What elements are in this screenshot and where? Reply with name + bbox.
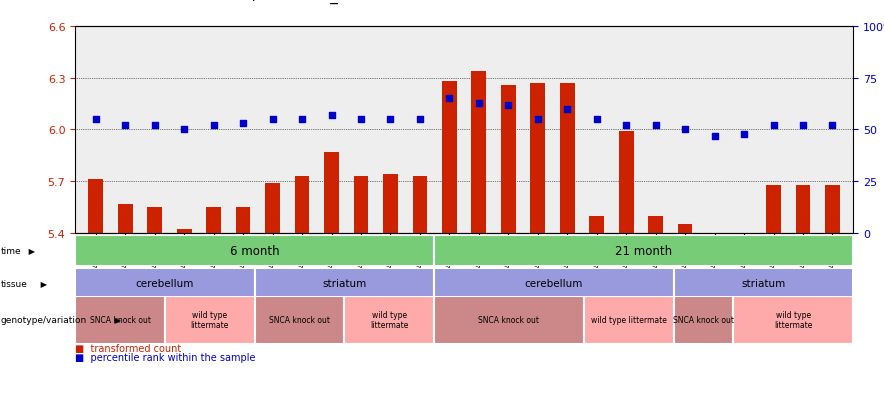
Bar (707, 233, 722, 268)
Text: SNCA knock out: SNCA knock out (89, 316, 150, 325)
Bar (434, 235, 853, 266)
Point (826, 123, 840, 129)
Point (737, 131, 751, 138)
Text: 6 month: 6 month (230, 244, 279, 257)
Text: ■  transformed count: ■ transformed count (75, 344, 181, 354)
Bar (583, 296, 674, 344)
Text: tissue: tissue (1, 279, 27, 288)
Point (442, 96, 456, 102)
Bar (674, 296, 734, 344)
Text: wild type
littermate: wild type littermate (191, 310, 229, 330)
Bar (165, 296, 255, 344)
Point (766, 123, 781, 129)
Point (413, 116, 427, 123)
Bar (678, 225, 692, 233)
Bar (75, 268, 255, 299)
Bar (619, 132, 634, 233)
Bar (590, 216, 604, 233)
Bar (434, 296, 583, 344)
Bar (734, 296, 853, 344)
Bar (383, 175, 398, 233)
Bar (354, 176, 369, 233)
Bar (648, 216, 663, 233)
Bar (255, 268, 434, 299)
Text: striatum: striatum (741, 278, 785, 289)
Bar (75, 296, 165, 344)
Bar (324, 152, 339, 233)
Text: 21 month: 21 month (615, 244, 672, 257)
Point (530, 116, 545, 123)
Bar (265, 183, 280, 233)
Point (354, 116, 368, 123)
Bar (345, 296, 434, 344)
Bar (471, 71, 486, 233)
Text: ▶: ▶ (112, 316, 121, 325)
Point (384, 116, 398, 123)
Point (324, 112, 339, 119)
Point (265, 116, 279, 123)
Bar (294, 176, 309, 233)
Point (295, 116, 309, 123)
Text: ▶: ▶ (26, 247, 34, 255)
Text: GDS4153 / 1442010_at: GDS4153 / 1442010_at (176, 0, 354, 4)
Point (501, 102, 515, 109)
Bar (796, 185, 811, 233)
Point (590, 116, 604, 123)
Point (207, 123, 221, 129)
Text: ■  percentile rank within the sample: ■ percentile rank within the sample (75, 353, 255, 363)
Bar (736, 233, 751, 261)
Text: striatum: striatum (323, 278, 367, 289)
Text: cerebellum: cerebellum (525, 278, 583, 289)
Bar (434, 268, 674, 299)
Text: wild type
littermate: wild type littermate (370, 310, 408, 330)
Bar (674, 268, 853, 299)
Bar (501, 85, 515, 233)
Bar (530, 83, 545, 233)
Text: SNCA knock out: SNCA knock out (478, 316, 539, 325)
Point (796, 123, 810, 129)
Bar (75, 235, 434, 266)
Text: cerebellum: cerebellum (136, 278, 194, 289)
Point (177, 127, 191, 133)
Point (678, 127, 692, 133)
Bar (177, 230, 192, 233)
Bar (88, 180, 103, 233)
Text: SNCA knock out: SNCA knock out (269, 316, 330, 325)
Point (707, 133, 721, 140)
Bar (825, 185, 840, 233)
Point (236, 121, 250, 127)
Text: wild type littermate: wild type littermate (591, 316, 667, 325)
Bar (560, 83, 575, 233)
Text: wild type
littermate: wild type littermate (774, 310, 812, 330)
Bar (442, 82, 457, 233)
Bar (118, 204, 133, 233)
Point (118, 123, 133, 129)
Point (649, 123, 663, 129)
Bar (148, 207, 162, 233)
Point (148, 123, 162, 129)
Text: SNCA knock out: SNCA knock out (673, 316, 734, 325)
Point (88, 116, 103, 123)
Bar (255, 296, 345, 344)
Text: time: time (1, 247, 21, 255)
Text: genotype/variation: genotype/variation (1, 316, 88, 325)
Text: ▶: ▶ (38, 279, 47, 288)
Bar (206, 207, 221, 233)
Bar (236, 207, 250, 233)
Bar (413, 176, 427, 233)
Point (619, 123, 633, 129)
Point (472, 100, 486, 107)
Point (560, 106, 575, 113)
Bar (766, 185, 781, 233)
